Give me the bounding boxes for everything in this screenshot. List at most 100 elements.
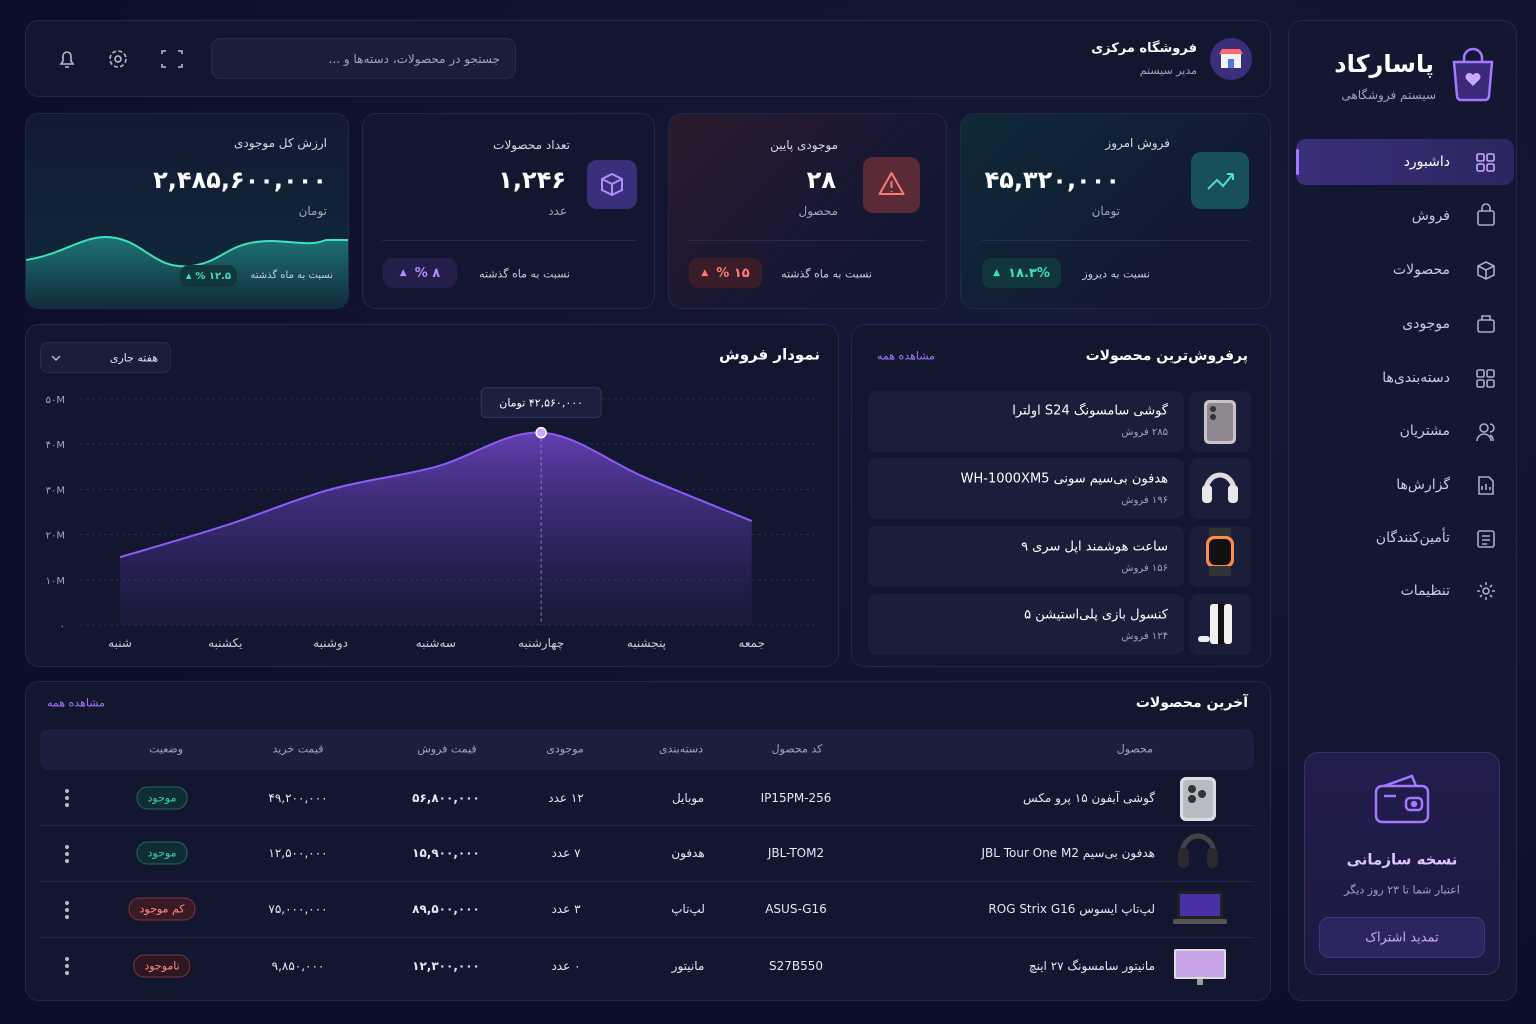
tooltip-box <box>480 387 602 419</box>
menu-item[interactable] <box>1296 139 1514 185</box>
store-role: مدیر سیستم <box>1139 64 1197 77</box>
table-cell: ۱۵,۹۰۰,۰۰۰ <box>412 846 480 860</box>
plan-title: نسخه سازمانی <box>1346 850 1458 869</box>
column-header: قیمت فروش <box>417 742 477 756</box>
stat-label: ارزش کل موجودی <box>234 136 327 150</box>
plan-button-label[interactable]: تمدید اشتراک <box>1365 930 1439 946</box>
table-cell: S27B550 <box>768 959 824 973</box>
period-select[interactable] <box>40 342 171 373</box>
table-cell: IP15PM-256 <box>760 791 832 805</box>
stat-value: ۲۸ <box>806 166 836 194</box>
x-tick-label: دوشنبه <box>313 636 348 651</box>
highlight-point <box>535 426 547 439</box>
table-cell: JBL-TOM2 <box>767 846 825 860</box>
product-name: کنسول بازی پلی‌استیشن ۵ <box>1024 607 1168 623</box>
line <box>119 431 753 559</box>
table-cell: ۰ عدد <box>551 959 581 973</box>
up-arrow: ▲ <box>701 268 709 278</box>
x-tick-label: چهارشنبه <box>518 636 564 651</box>
column-header: دسته‌بندی <box>658 742 704 756</box>
stat-unit: عدد <box>548 204 567 218</box>
table-cell: مانیتور <box>671 959 705 973</box>
table-header <box>40 729 1254 770</box>
period-label[interactable]: هفته جاری <box>109 351 158 365</box>
change-value: ۱۲.۵ % <box>195 270 232 282</box>
menu-label[interactable]: دسته‌بندی‌ها <box>1382 370 1450 386</box>
x-tick-label: شنبه <box>108 636 132 650</box>
stat-label: موجودی پایین <box>770 138 838 152</box>
table-cell: ۸۹,۵۰۰,۰۰۰ <box>412 902 480 916</box>
product-item[interactable] <box>868 458 1184 519</box>
menu-label[interactable]: موجودی <box>1402 316 1450 332</box>
store-avatar <box>1210 38 1252 80</box>
y-tick-label: ۳۰M <box>46 485 65 496</box>
plan-note: اعتبار شما تا ۲۳ روز دیگر <box>1344 883 1460 897</box>
stat-change: ۱۵ % ▲ <box>689 258 762 288</box>
y-tick-label: ۴۰M <box>46 440 65 451</box>
view-all[interactable]: مشاهده همه <box>47 696 105 710</box>
table-cell: ۹,۸۵۰,۰۰۰ <box>271 959 325 973</box>
up-arrow: ▲ <box>993 268 1001 278</box>
menu-label[interactable]: محصولات <box>1392 262 1450 278</box>
y-tick-label: ۱۰M <box>46 576 65 587</box>
x-tick-label: یکشنبه <box>208 636 242 650</box>
product-item[interactable] <box>868 594 1184 655</box>
product-name: هدفون بی‌سیم سونی WH-1000XM5 <box>960 471 1168 487</box>
product-item[interactable] <box>868 526 1184 587</box>
chart: ۰ ۱۰M ۲۰M ۳۰M ۴۰M ۵۰M شنبه یکشنبه دوشنبه سه‌شنبه چ… <box>46 387 817 651</box>
row-menus[interactable] <box>62 788 72 978</box>
change-value: ۱۵ % <box>716 265 750 281</box>
section-title: پرفروش‌ترین محصولات <box>1085 348 1248 364</box>
stat-compare: نسبت به دیروز <box>1082 267 1150 281</box>
stat-unit: محصول <box>798 204 839 218</box>
status-pill: ناموجود <box>133 954 191 978</box>
column-header: قیمت خرید <box>272 742 324 756</box>
search-placeholder[interactable]: جستجو در محصولات، دسته‌ها و ... <box>328 52 500 66</box>
x-tick-label: پنجشنبه <box>627 636 666 650</box>
stat-compare: نسبت به ماه گذشته <box>250 270 333 281</box>
menu-label[interactable]: داشبورد <box>1403 154 1450 170</box>
status-pill: کم موجود <box>128 897 196 921</box>
product-thumb <box>1190 458 1251 519</box>
header-icons[interactable] <box>54 46 184 72</box>
x-tick-label: سه‌شنبه <box>416 636 456 650</box>
column-header: کد محصول <box>771 742 823 756</box>
table-cell: ۷ عدد <box>551 846 581 860</box>
column-header: محصول <box>1116 742 1153 756</box>
product-sales: ۲۸۵ فروش <box>1121 427 1168 438</box>
menu-label[interactable]: تنظیمات <box>1400 583 1450 599</box>
product-item[interactable] <box>868 391 1184 452</box>
area <box>120 432 752 625</box>
stat-compare: نسبت به ماه گذشته <box>781 267 872 281</box>
divider <box>688 240 926 241</box>
table-cell: ۳ عدد <box>551 902 581 916</box>
stat-value: ۴۵,۳۲۰,۰۰۰ <box>984 166 1120 194</box>
menu-label[interactable]: فروش <box>1411 208 1450 224</box>
menu-label[interactable]: گزارش‌ها <box>1396 477 1450 493</box>
stat-label: فروش امروز <box>1105 136 1170 150</box>
brand-logo <box>1452 47 1494 102</box>
column-header: موجودی <box>546 742 584 756</box>
up-arrow: ▲ <box>399 268 407 278</box>
stat-change: ۸ % ▲ <box>383 258 457 288</box>
stat-label: تعداد محصولات <box>493 138 570 152</box>
brand: پاسارکاد <box>1334 50 1434 78</box>
menu-label[interactable]: تأمین‌کنندگان <box>1375 530 1450 546</box>
up-arrow: ▲ <box>186 272 192 280</box>
table-cell: ۷۵,۰۰۰,۰۰۰ <box>268 902 328 916</box>
table-cell: مانیتور سامسونگ ۲۷ اینچ <box>1028 959 1155 973</box>
table-cell: هدفون <box>671 846 705 860</box>
view-all[interactable]: مشاهده همه <box>877 349 935 363</box>
table-cell: ۱۲ عدد <box>548 791 584 805</box>
product-images <box>1198 400 1238 644</box>
plan-button[interactable] <box>1319 917 1485 958</box>
chevron <box>51 355 61 362</box>
stat-icon <box>587 160 637 209</box>
table-cell: ۱۲,۵۰۰,۰۰۰ <box>268 846 328 860</box>
menu-label[interactable]: مشتریان <box>1399 423 1450 439</box>
tagline: سیستم فروشگاهی <box>1341 88 1436 102</box>
search-box[interactable] <box>211 38 516 79</box>
chart-title: نمودار فروش <box>719 345 820 364</box>
stat-change: ۱۲.۵ % ▲ <box>180 265 237 287</box>
